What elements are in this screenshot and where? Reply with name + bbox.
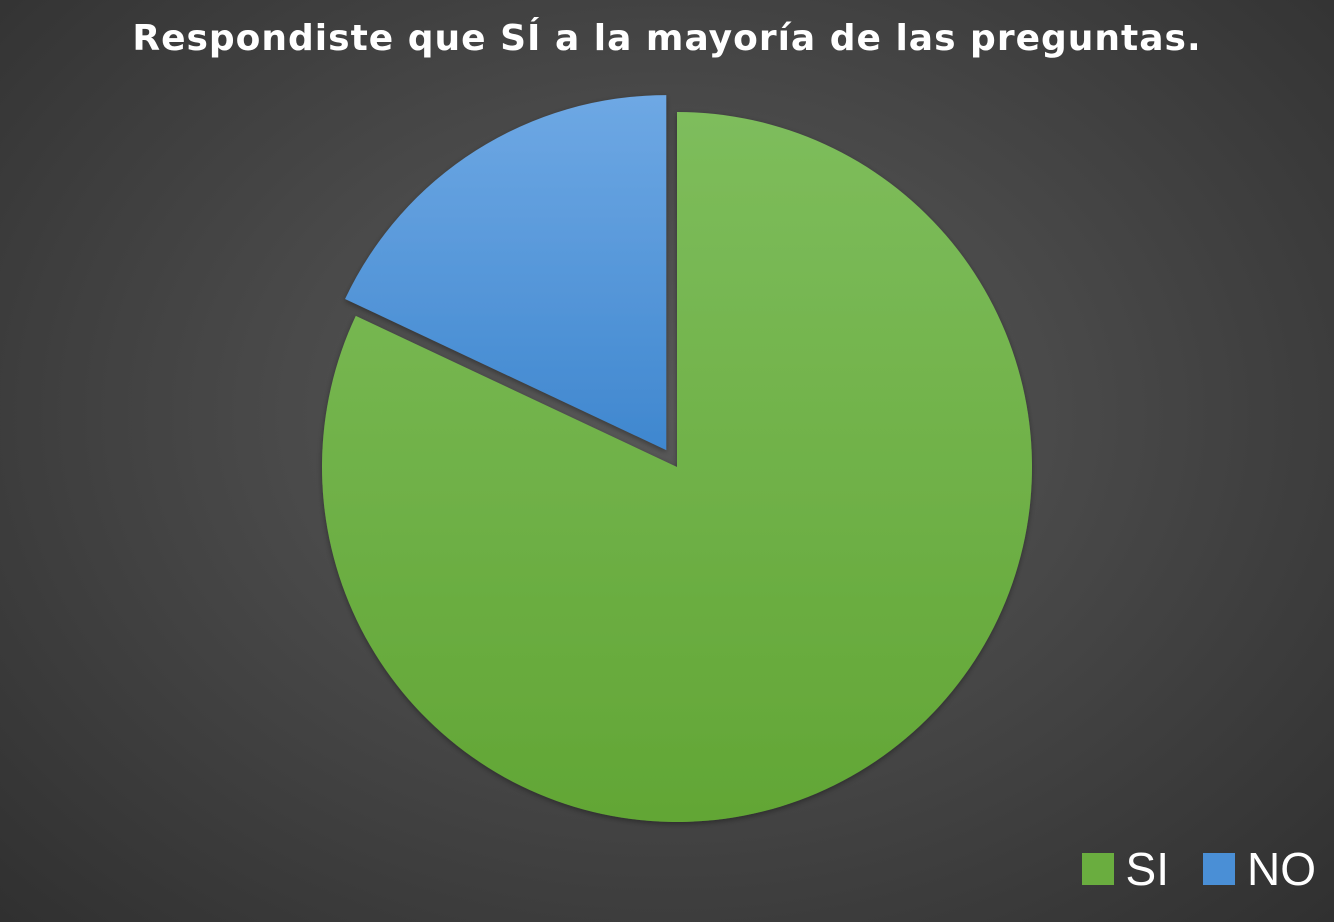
legend-swatch-no xyxy=(1203,853,1235,885)
legend: SI NO xyxy=(1081,843,1316,895)
legend-item-si: SI xyxy=(1081,843,1169,895)
legend-label-si: SI xyxy=(1125,843,1169,895)
pie-slice-no xyxy=(345,95,667,451)
legend-label-no: NO xyxy=(1247,843,1316,895)
legend-item-no: NO xyxy=(1203,846,1316,892)
pie-slice-si xyxy=(321,112,1032,822)
chart-title: Respondiste que SÍ a la mayoría de las p… xyxy=(132,18,1202,59)
legend-swatch-si xyxy=(1081,853,1114,885)
